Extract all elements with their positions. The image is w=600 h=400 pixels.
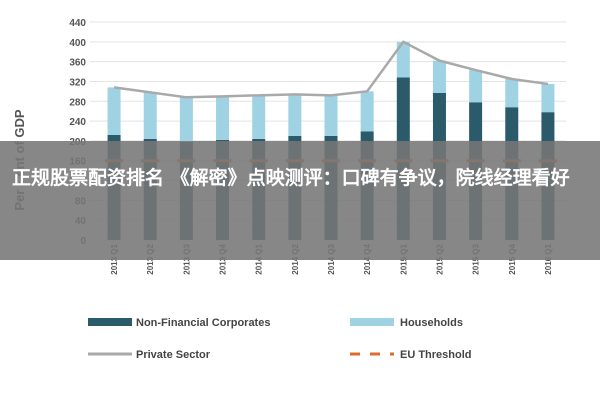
overlay-banner: 正规股票配资排名 《解密》点映测评：口碑有争议，院线经理看好	[0, 141, 600, 260]
bar-households	[432, 60, 446, 93]
y-tick-label: 240	[69, 117, 86, 128]
bar-households	[396, 41, 410, 78]
y-tick-label: 440	[69, 18, 86, 29]
bar-households	[288, 94, 302, 136]
y-tick-label: 280	[69, 97, 86, 108]
line-private-sector	[113, 40, 549, 99]
bar-households	[505, 78, 519, 108]
bar-households	[252, 95, 266, 139]
bar-households	[216, 96, 230, 140]
y-tick-label: 320	[69, 77, 86, 88]
bar-households	[107, 87, 121, 135]
legend-label-eu-threshold: EU Threshold	[400, 349, 472, 361]
bar-households	[143, 92, 157, 139]
legend-label-non-financial: Non-Financial Corporates	[136, 317, 270, 329]
y-tick-label: 360	[69, 58, 86, 69]
overlay-title: 正规股票配资排名 《解密》点映测评：口碑有争议，院线经理看好	[12, 167, 570, 189]
bar-households	[179, 97, 193, 142]
legend-swatch-non-financial	[88, 318, 132, 326]
legend-swatch-households	[350, 318, 394, 326]
legend-label-households: Households	[400, 317, 463, 329]
bar-households	[324, 95, 338, 136]
bar-households	[469, 70, 483, 103]
legend: Non-Financial Corporates Households Priv…	[88, 317, 472, 361]
legend-label-private-sector: Private Sector	[136, 349, 211, 361]
bar-households	[541, 83, 555, 113]
y-tick-label: 400	[69, 38, 86, 49]
bar-households	[360, 91, 374, 132]
